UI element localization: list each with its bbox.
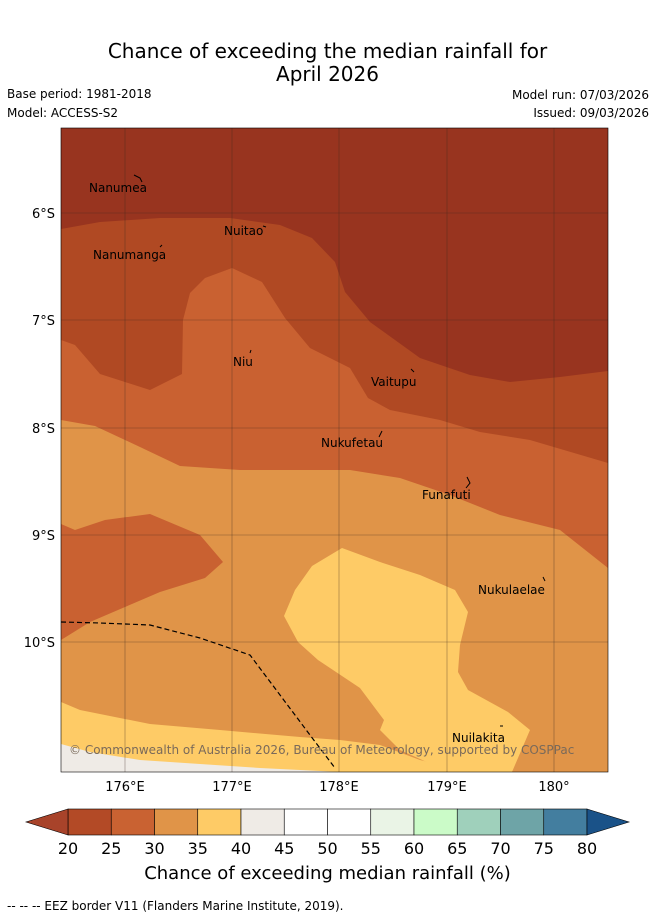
colorbar-tick-label: 40 <box>231 839 251 858</box>
island-nuitao-shape <box>262 225 267 228</box>
colorbar-swatch <box>456 808 501 836</box>
label-vaitupu: Vaitupu <box>371 375 417 389</box>
island-niu-shape <box>249 349 252 354</box>
colorbar-swatches <box>24 808 631 836</box>
band-35-40-central <box>284 548 530 772</box>
model-name: Model: ACCESS-S2 <box>7 106 119 120</box>
island-nanumea-shape <box>133 174 143 183</box>
issued-date: Issued: 09/03/2026 <box>533 106 649 120</box>
lat-label-8s: 8°S <box>32 422 55 437</box>
copyright-notice: © Commonwealth of Australia 2026, Bureau… <box>69 743 574 757</box>
model-run: Model run: 07/03/2026 <box>511 88 649 102</box>
colorbar-tick-label: 25 <box>101 839 121 858</box>
label-niu: Niu <box>233 355 253 369</box>
colorbar-swatch <box>327 808 372 836</box>
label-funafuti: Funafuti <box>422 488 471 502</box>
colorbar-tick-label: 50 <box>317 839 337 858</box>
colorbar-swatch <box>543 808 588 836</box>
colorbar-tick-label: 55 <box>361 839 381 858</box>
lat-label-9s: 9°S <box>32 529 55 544</box>
lon-label-178e: 178°E <box>319 780 359 795</box>
colorbar-swatch <box>240 808 285 836</box>
lon-axis: 176°E 177°E 178°E 179°E 180° <box>105 780 569 795</box>
lon-label-177e: 177°E <box>212 780 252 795</box>
lat-label-6s: 6°S <box>32 207 55 222</box>
label-nanumea: Nanumea <box>89 181 147 195</box>
colorbar-tick-label: 70 <box>490 839 510 858</box>
colorbar-extend-high <box>586 808 631 836</box>
colorbar-tick-label: 75 <box>534 839 554 858</box>
lat-axis: 6°S 7°S 8°S 9°S 10°S <box>24 207 55 651</box>
colorbar-tick-label: 20 <box>58 839 78 858</box>
lon-label-176e: 176°E <box>105 780 145 795</box>
colorbar-swatch <box>413 808 458 836</box>
map-frame <box>60 127 609 773</box>
colorbar: 20 25 30 35 40 45 50 55 60 65 70 75 80 <box>24 808 631 858</box>
lat-label-7s: 7°S <box>32 314 55 329</box>
colorbar-swatch <box>67 808 112 836</box>
colorbar-swatch <box>283 808 328 836</box>
label-nukulaelae: Nukulaelae <box>478 583 545 597</box>
island-nukulaelae-shape <box>542 576 546 582</box>
island-nanumanga-shape <box>159 244 163 248</box>
colorbar-tick-label: 35 <box>188 839 208 858</box>
colorbar-ticks: 20 25 30 35 40 45 50 55 60 65 70 75 80 <box>58 839 597 858</box>
island-nukufetau-shape <box>378 430 383 438</box>
map-field: Nanumea Nuitao Nanumanga Niu Vaitupu Nuk… <box>61 128 608 772</box>
colorbar-swatch <box>197 808 242 836</box>
band-35-40-south <box>61 702 470 772</box>
island-shapes <box>133 174 546 727</box>
island-vaitupu-shape <box>410 368 415 373</box>
label-nukufetau: Nukufetau <box>321 436 383 450</box>
title-line-1: Chance of exceeding the median rainfall … <box>107 39 548 63</box>
colorbar-tick-label: 80 <box>577 839 597 858</box>
colorbar-swatch <box>500 808 545 836</box>
colorbar-tick-label: 60 <box>404 839 424 858</box>
band-25-30-sw <box>61 514 223 640</box>
colorbar-swatch <box>370 808 415 836</box>
chart-title: Chance of exceeding the median rainfall … <box>0 40 655 86</box>
colorbar-tick-label: 45 <box>274 839 294 858</box>
graticule <box>61 128 608 772</box>
colorbar-label: Chance of exceeding median rainfall (%) <box>144 863 511 884</box>
label-nuitao: Nuitao <box>224 224 263 238</box>
colorbar-extend-low <box>24 808 69 836</box>
label-nanumanga: Nanumanga <box>93 248 166 262</box>
title-line-2: April 2026 <box>276 62 379 86</box>
eez-footnote: -- -- -- EEZ border V11 (Flanders Marine… <box>7 899 344 913</box>
lon-label-180: 180° <box>538 780 569 795</box>
band-40-45 <box>61 744 340 772</box>
colorbar-swatch <box>110 808 155 836</box>
colorbar-tick-label: 30 <box>144 839 164 858</box>
label-nuilakita: Nuilakita <box>452 731 505 745</box>
island-funafuti-shape <box>465 476 471 489</box>
lon-label-179e: 179°E <box>427 780 467 795</box>
base-period: Base period: 1981-2018 <box>7 87 152 101</box>
colorbar-tick-label: 65 <box>447 839 467 858</box>
lat-label-10s: 10°S <box>24 636 55 651</box>
colorbar-swatch <box>154 808 199 836</box>
